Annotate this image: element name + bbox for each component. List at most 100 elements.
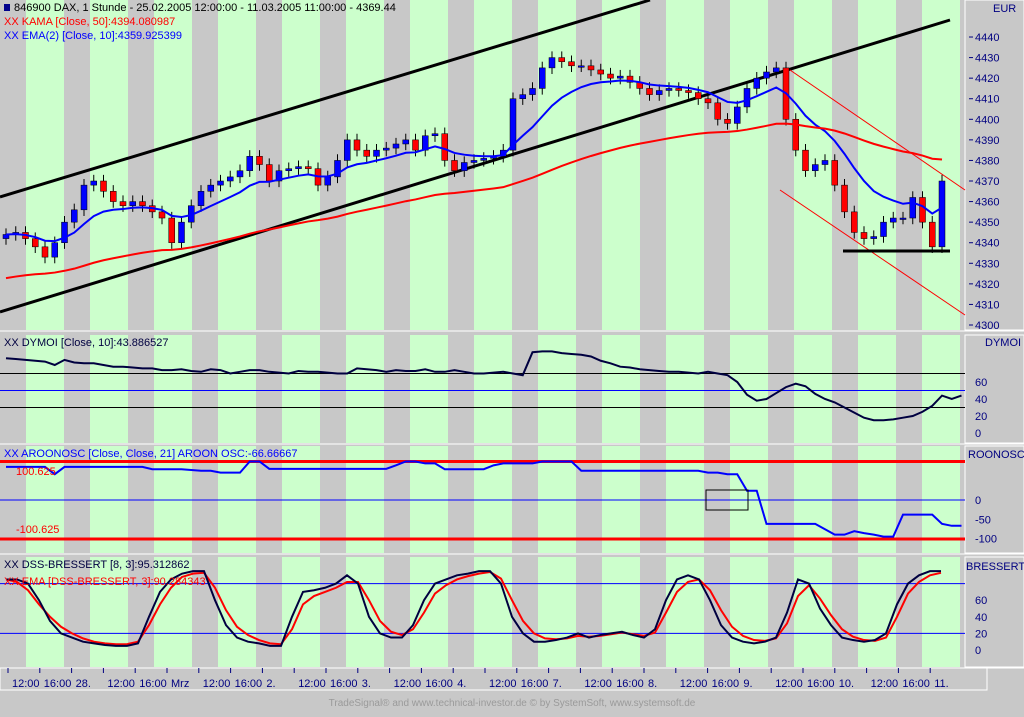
stripe [90, 335, 128, 443]
candle-body [246, 156, 253, 171]
aroon-legend[interactable]: XX AROONOSC [Close, Close, 21] AROON OSC… [4, 448, 298, 460]
stripe [602, 335, 640, 443]
stripe [704, 557, 730, 667]
stripe [218, 335, 256, 443]
stripe [730, 0, 768, 330]
candle-body [519, 94, 526, 99]
time-tick-label: 3. [362, 678, 371, 690]
candle-body [295, 166, 302, 169]
aroon-tick-label: 0 [975, 495, 981, 507]
candle-body [80, 184, 88, 211]
candle-body [236, 170, 244, 178]
candle-body [704, 98, 712, 104]
stripe [768, 557, 794, 667]
price-tick-label: 4300 [975, 320, 999, 332]
stripe [154, 0, 192, 330]
kama-legend[interactable]: XX KAMA [Close, 50]:4394.080987 [4, 16, 176, 28]
price-tick-label: 4380 [975, 155, 999, 167]
candle-body [441, 133, 448, 161]
dss-line [6, 570, 941, 647]
stripe [576, 0, 602, 330]
chart-title-text: 846900 DAX, 1 Stunde - 25.02.2005 12:00:… [14, 2, 396, 14]
stripe [0, 335, 26, 443]
stripe [192, 335, 218, 443]
stripe [320, 335, 346, 443]
dss-panel-title: BRESSERT [966, 561, 1024, 573]
stripe [666, 557, 704, 667]
stripe [90, 557, 128, 667]
candle-body [71, 209, 78, 223]
time-tick-label: 16:00 [139, 678, 167, 690]
time-tick-label: 16:00 [712, 678, 740, 690]
aroon-lower-level-label: -100.625 [16, 524, 60, 536]
stripe [320, 557, 346, 667]
aroon-tick-label: -100 [975, 534, 997, 546]
candle-body [880, 221, 887, 237]
stripe [410, 335, 448, 443]
price-tick-label: 4370 [975, 176, 999, 188]
candle-body [773, 67, 780, 73]
stripe [602, 0, 640, 330]
candle-body [685, 90, 692, 93]
stripe [26, 0, 64, 330]
candle-body [480, 158, 487, 161]
candle-body [646, 88, 653, 95]
candle-body [860, 232, 868, 239]
time-tick-label: 16:00 [807, 678, 835, 690]
candle-body [665, 88, 673, 91]
dymoi-legend[interactable]: XX DYMOI [Close, 10]:43.886527 [4, 337, 169, 349]
stripe [0, 557, 26, 667]
candle-body [587, 65, 595, 71]
stripe [384, 0, 410, 330]
time-tick-label: 12:00 [871, 678, 899, 690]
candle-body [168, 217, 175, 243]
candle-body [451, 160, 458, 171]
candle-body [129, 201, 136, 206]
candle-body [275, 170, 283, 182]
dss-tick-label: 20 [975, 628, 987, 640]
dss-tick-label: 0 [975, 645, 981, 657]
candle-body [753, 77, 760, 89]
time-tick-label: 12:00 [107, 678, 135, 690]
stripe [538, 557, 576, 667]
stripe [256, 335, 282, 443]
candle-body [938, 180, 946, 248]
candle-body [802, 149, 809, 171]
time-tick-label: 12:00 [12, 678, 40, 690]
time-tick-label: 11. [934, 678, 948, 690]
dss-legend[interactable]: XX DSS-BRESSERT [8, 3]:95.312862 [4, 559, 190, 571]
time-tick-label: 2. [266, 678, 275, 690]
stripe [832, 557, 858, 667]
stripe [858, 0, 896, 330]
candle-body [100, 180, 107, 192]
dss-ema-line [5, 570, 942, 646]
candle-body [227, 176, 234, 182]
candle-body [353, 139, 361, 151]
highlight-box [705, 489, 749, 511]
dymoi-line [5, 350, 962, 422]
candle-body [285, 168, 292, 171]
stripe [896, 335, 922, 443]
candle-body [597, 69, 604, 75]
dss-tick-label: 40 [975, 612, 987, 624]
stripe [960, 557, 965, 667]
dss-ema-legend[interactable]: XX EMA [DSS-BRESSERT, 3]:90.284343 [4, 576, 206, 588]
stripe [858, 557, 896, 667]
stripe [26, 335, 64, 443]
candle-body [831, 160, 838, 186]
stripe [512, 557, 538, 667]
stripe [346, 335, 384, 443]
ema-legend[interactable]: XX EMA(2) [Close, 10]:4359.925399 [4, 30, 182, 42]
price-tick-label: 4310 [975, 299, 999, 311]
time-tick-label: 9. [743, 678, 752, 690]
axis-column [964, 0, 1024, 331]
price-tick-label: 4330 [975, 258, 999, 270]
time-tick-label: 12:00 [298, 678, 326, 690]
stripe [730, 557, 768, 667]
candle-body [178, 221, 185, 243]
candle-body [890, 217, 897, 223]
currency-label: EUR [993, 3, 1017, 15]
time-axis [0, 667, 988, 691]
stripe [218, 557, 256, 667]
stripe [832, 335, 858, 443]
